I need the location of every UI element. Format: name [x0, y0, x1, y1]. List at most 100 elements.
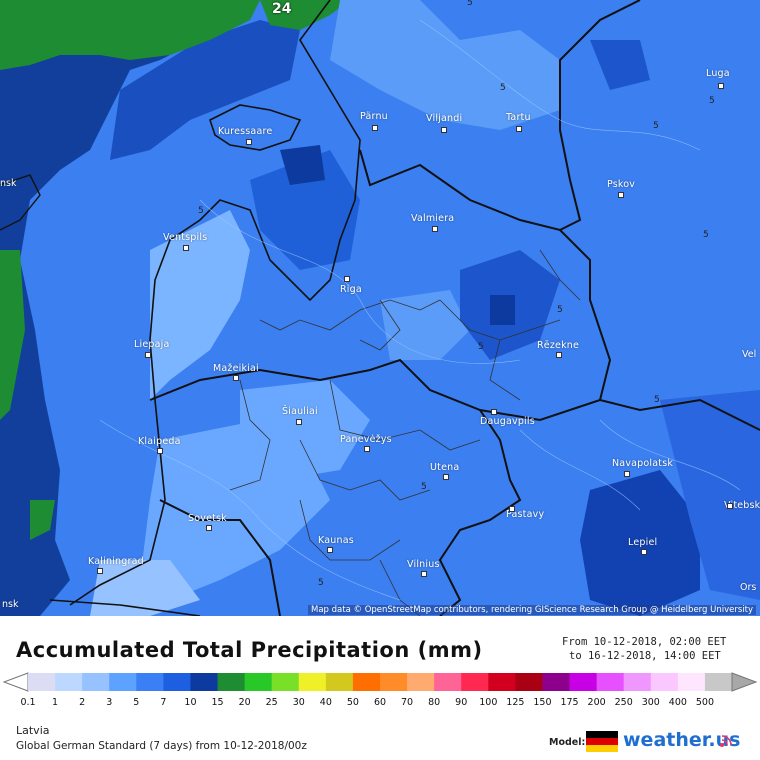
edge-label-nsk-bottom: nsk — [2, 599, 19, 610]
scale-tick-label: 125 — [506, 697, 525, 708]
contour-label: 5 — [557, 305, 563, 315]
city-label: Vilnius — [407, 559, 440, 570]
contour-label: 5 — [500, 83, 506, 93]
city-marker[interactable]: Sovetsk — [188, 513, 227, 531]
city-marker[interactable]: Liepaja — [134, 339, 170, 358]
city-dot — [344, 276, 350, 282]
city-label: Kuressaare — [218, 126, 273, 137]
city-marker[interactable]: Kaunas — [318, 535, 354, 553]
city-marker[interactable]: Tartu — [506, 112, 531, 132]
scale-tick-label: 30 — [292, 697, 305, 708]
city-marker[interactable]: Mažeikiai — [213, 363, 259, 381]
city-marker[interactable]: Pskov — [607, 179, 636, 198]
city-marker[interactable]: Pastavy — [506, 506, 545, 520]
city-marker[interactable]: Pärnu — [360, 111, 388, 131]
city-dot — [145, 352, 151, 358]
germany-flag-icon — [586, 731, 618, 752]
city-marker[interactable]: Ventspils — [163, 232, 208, 251]
scale-swatch — [488, 673, 516, 691]
contour-label: 5 — [421, 482, 427, 492]
scale-swatch — [569, 673, 598, 691]
date-to: to 16-12-2018, 14:00 EET — [569, 650, 721, 662]
edge-label-orsha: Ors — [740, 582, 757, 593]
city-dot — [443, 474, 449, 480]
map-base — [0, 0, 760, 616]
scale-tick-label: 3 — [106, 697, 113, 708]
scale-swatch — [352, 673, 381, 691]
scale-tick-label: 25 — [265, 697, 278, 708]
city-marker[interactable]: Daugavpils — [480, 409, 535, 427]
date-range: From 10-12-2018, 02:00 EET to 16-12-2018… — [562, 635, 726, 663]
city-marker[interactable]: Valmiera — [411, 213, 454, 232]
city-label: Panevėžys — [340, 434, 392, 445]
city-dot — [421, 571, 427, 577]
date-from: From 10-12-2018, 02:00 EET — [562, 636, 727, 648]
scale-tick-label: 0.1 — [20, 697, 36, 708]
signal-waves-icon — [720, 735, 732, 747]
scale-tick-label: 10 — [184, 697, 197, 708]
city-marker[interactable]: Klaipeda — [138, 436, 181, 454]
scale-tick-label: 100 — [479, 697, 498, 708]
city-marker[interactable]: Utena — [430, 462, 459, 480]
city-label: Navapolatsk — [612, 458, 674, 469]
city-label: Ventspils — [163, 232, 208, 243]
city-marker[interactable]: Kuressaare — [218, 126, 273, 145]
city-dot — [641, 549, 647, 555]
city-label: Kaliningrad — [88, 556, 144, 567]
scale-tick-label: 50 — [346, 697, 359, 708]
scale-swatch — [650, 673, 679, 691]
model-info: Global German Standard (7 days) from 10-… — [16, 740, 307, 752]
city-dot — [296, 419, 302, 425]
city-dot — [206, 525, 212, 531]
scale-tick-label: 175 — [560, 697, 579, 708]
city-marker[interactable]: Riga — [340, 276, 362, 295]
city-dot — [183, 245, 189, 251]
city-label: Riga — [340, 284, 362, 295]
scale-tick-label: 2 — [79, 697, 86, 708]
city-label: Vitebsk — [724, 500, 760, 511]
city-marker[interactable]: Kaliningrad — [88, 556, 144, 574]
city-marker[interactable]: Lepiel — [628, 537, 657, 555]
city-dot — [246, 139, 252, 145]
city-dot — [327, 547, 333, 553]
city-marker[interactable]: Luga — [706, 68, 730, 89]
contour-label: 5 — [318, 578, 324, 588]
city-dot — [432, 226, 438, 232]
scale-swatch — [623, 673, 652, 691]
city-dot — [233, 375, 239, 381]
city-dot — [618, 192, 624, 198]
city-marker[interactable]: Navapolatsk — [612, 458, 674, 477]
city-label: Pastavy — [506, 509, 545, 520]
city-dot — [556, 352, 562, 358]
city-marker[interactable]: Viljandi — [426, 113, 462, 133]
scale-swatch — [55, 673, 83, 691]
city-marker[interactable]: Šiauliai — [282, 406, 318, 425]
scale-swatch — [82, 673, 110, 691]
color-scale-bar — [2, 672, 758, 692]
scale-swatch — [244, 673, 273, 691]
city-dot — [624, 471, 630, 477]
city-label: Pskov — [607, 179, 636, 190]
city-dot — [516, 126, 522, 132]
city-marker[interactable]: Vilnius — [407, 559, 440, 577]
scale-swatch — [515, 673, 543, 691]
city-marker[interactable]: Vitebsk — [724, 500, 760, 511]
scale-swatch — [109, 673, 137, 691]
scale-tick-label: 400 — [668, 697, 687, 708]
city-marker[interactable]: Rēzekne — [537, 340, 579, 358]
scale-arrow-right — [731, 672, 758, 692]
city-marker[interactable]: Panevėžys — [340, 434, 392, 452]
scale-swatch — [190, 673, 219, 691]
contour-label: 5 — [198, 206, 204, 216]
scale-swatch — [677, 673, 706, 691]
city-dot — [727, 503, 733, 509]
city-label: Šiauliai — [282, 406, 318, 417]
scale-tick-label: 300 — [641, 697, 660, 708]
scale-tick-label: 20 — [238, 697, 251, 708]
precipitation-map[interactable]: 24 5 5 5 5 5 5 5 5 5 5 5 nsk nsk Vel Ors… — [0, 0, 760, 616]
scale-arrow-left — [2, 672, 29, 692]
brand-logo[interactable]: weather.us — [623, 729, 741, 751]
city-dot — [491, 409, 497, 415]
city-label: Pärnu — [360, 111, 388, 122]
city-dot — [509, 506, 515, 512]
